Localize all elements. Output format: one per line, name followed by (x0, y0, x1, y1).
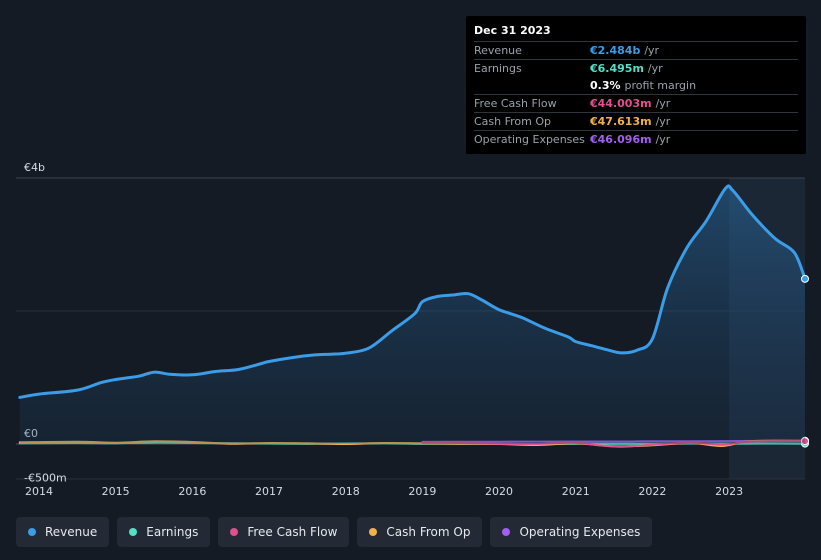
legend-item-operating-expenses[interactable]: Operating Expenses (490, 517, 653, 547)
legend-label: Earnings (146, 525, 199, 539)
tooltip-value: 0.3% (590, 79, 621, 92)
x-tick-label: 2021 (562, 485, 590, 498)
tooltip-label: Revenue (474, 44, 522, 57)
tooltip-value: €46.096m (590, 133, 652, 146)
x-tick-label: 2020 (485, 485, 513, 498)
legend-item-free-cash-flow[interactable]: Free Cash Flow (218, 517, 350, 547)
legend-label: Operating Expenses (519, 525, 641, 539)
tooltip-unit: profit margin (624, 79, 697, 92)
legend-dot-icon (502, 528, 511, 536)
tooltip-row-cfo: Cash From Op €47.613m /yr (474, 112, 798, 130)
revenue-line (18, 184, 807, 399)
legend-item-revenue[interactable]: Revenue (16, 517, 110, 547)
tooltip-value: €6.495m (590, 62, 644, 75)
legend-label: Free Cash Flow (247, 525, 338, 539)
tooltip-unit: /yr (655, 115, 671, 128)
tooltip-unit: /yr (644, 44, 660, 57)
tooltip-label: Earnings (474, 62, 522, 75)
x-tick-label: 2018 (332, 485, 360, 498)
y-tick-label: -€500m (24, 471, 67, 484)
tooltip-date: Dec 31 2023 (474, 24, 551, 37)
legend-dot-icon (129, 528, 138, 536)
y-tick-label: €4b (24, 161, 45, 174)
revenue-end-point (801, 274, 809, 283)
legend-dot-icon (230, 528, 239, 536)
revenue-area (19, 185, 806, 444)
legend-item-earnings[interactable]: Earnings (117, 517, 211, 547)
tooltip-label (474, 77, 590, 94)
tooltip-unit: /yr (647, 62, 663, 75)
legend: Revenue Earnings Free Cash Flow Cash Fro… (16, 517, 653, 547)
tooltip-label: Free Cash Flow (474, 97, 557, 110)
x-tick-label: 2019 (408, 485, 436, 498)
x-tick-label: 2023 (715, 485, 743, 498)
tooltip-value: €44.003m (590, 97, 652, 110)
tooltip-value: €2.484b (590, 44, 641, 57)
tooltip-unit: /yr (655, 133, 671, 146)
x-tick-label: 2014 (25, 485, 53, 498)
tooltip-row-margin: 0.3% profit margin (474, 77, 798, 94)
x-tick-label: 2017 (255, 485, 283, 498)
x-tick-label: 2015 (102, 485, 130, 498)
tooltip: Dec 31 2023 Revenue €2.484b /yr Earnings… (466, 16, 806, 154)
legend-dot-icon (369, 528, 378, 536)
legend-item-cash-from-op[interactable]: Cash From Op (357, 517, 483, 547)
tooltip-row-opex: Operating Expenses €46.096m /yr (474, 130, 798, 148)
tooltip-row-revenue: Revenue €2.484b /yr (474, 41, 798, 59)
legend-dot-icon (28, 528, 36, 536)
legend-label: Cash From Op (386, 525, 471, 539)
legend-label: Revenue (45, 525, 98, 539)
x-tick-label: 2016 (178, 485, 206, 498)
tooltip-unit: /yr (655, 97, 671, 110)
tooltip-row-fcf: Free Cash Flow €44.003m /yr (474, 94, 798, 112)
x-tick-label: 2022 (638, 485, 666, 498)
tooltip-value: €47.613m (590, 115, 652, 128)
tooltip-row-earnings: Earnings €6.495m /yr (474, 59, 798, 77)
tooltip-label: Operating Expenses (474, 133, 585, 146)
tooltip-label: Cash From Op (474, 115, 552, 128)
